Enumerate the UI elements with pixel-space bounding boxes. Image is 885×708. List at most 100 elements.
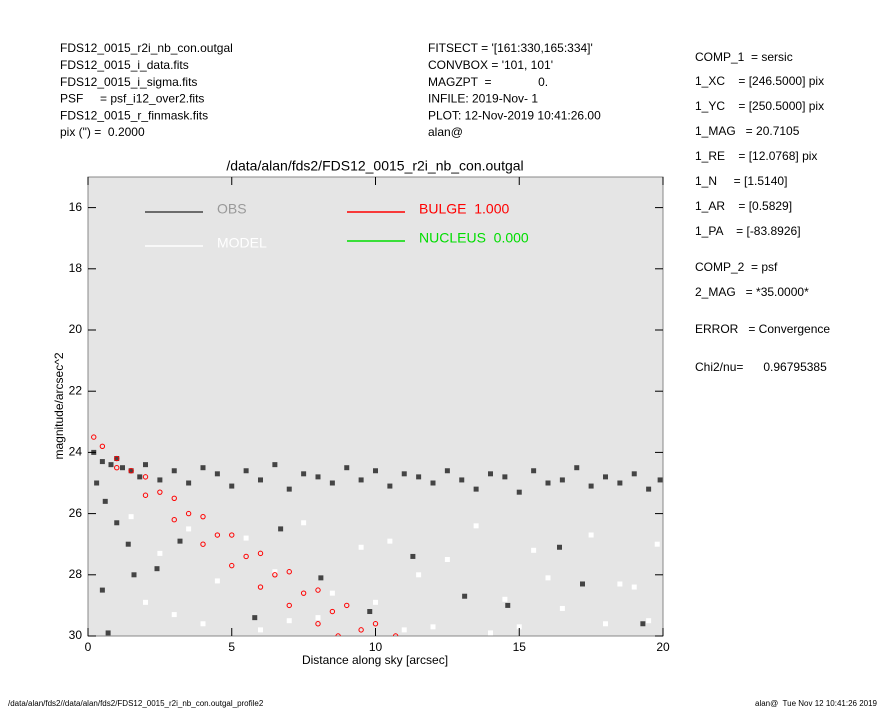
legend-label: OBS <box>217 201 247 217</box>
data-point <box>214 471 220 477</box>
y-tick-label: 20 <box>69 322 83 336</box>
data-point <box>301 520 307 526</box>
data-point <box>559 605 565 611</box>
data-point <box>545 480 551 486</box>
data-point <box>99 459 105 465</box>
data-point <box>444 468 450 474</box>
data-point <box>137 474 143 480</box>
data-point <box>557 544 562 550</box>
model-point <box>257 550 264 557</box>
data-point <box>631 471 637 477</box>
info-left: pix (") = 0.2000 <box>60 125 145 139</box>
info-right: COMP_2 = psf <box>695 260 778 274</box>
data-point <box>105 630 111 636</box>
data-point <box>358 544 364 550</box>
x-tick-label: 0 <box>85 640 92 654</box>
data-point <box>416 474 422 480</box>
data-point <box>131 572 137 578</box>
data-point <box>588 532 594 538</box>
data-point <box>214 578 220 584</box>
data-point <box>120 465 125 471</box>
model-point <box>171 495 177 501</box>
data-point <box>488 471 493 477</box>
y-axis-label: magnitude/arcsec^2 <box>52 352 66 459</box>
model-point <box>214 532 221 538</box>
data-point <box>315 615 321 621</box>
data-point <box>171 468 177 474</box>
data-point <box>186 480 192 486</box>
data-point <box>125 541 131 547</box>
data-point <box>430 480 436 486</box>
data-point <box>186 526 192 532</box>
x-tick-label: 10 <box>369 640 383 654</box>
model-point <box>128 468 134 474</box>
data-point <box>473 523 479 529</box>
data-point <box>315 474 321 480</box>
data-point <box>410 553 416 559</box>
data-point <box>387 538 393 544</box>
model-point <box>272 572 278 578</box>
model-point <box>300 590 307 596</box>
data-point <box>488 630 493 636</box>
y-tick-label: 16 <box>69 200 83 214</box>
data-point <box>344 465 350 471</box>
model-point <box>392 633 399 636</box>
data-point <box>229 483 235 489</box>
model-point <box>229 562 235 569</box>
model-point <box>329 608 336 615</box>
info-right: 1_N = [1.5140] <box>695 174 787 188</box>
data-point <box>258 627 263 633</box>
data-point <box>143 462 148 468</box>
model-point <box>142 492 149 498</box>
x-axis-label: Distance along sky [arcsec] <box>302 653 448 667</box>
info-left: FDS12_0015_r2i_nb_con.outgal <box>60 41 233 55</box>
info-middle: MAGZPT = 0. <box>428 75 548 89</box>
data-point <box>99 587 105 593</box>
data-point <box>157 477 163 483</box>
data-point <box>646 486 652 492</box>
info-right: Chi2/nu= 0.96795385 <box>695 360 827 374</box>
data-point <box>258 477 263 483</box>
data-point <box>430 624 436 630</box>
data-point <box>603 474 608 480</box>
data-point <box>444 557 450 562</box>
y-tick-label: 22 <box>69 383 83 397</box>
data-point <box>631 584 637 590</box>
data-point <box>657 477 663 483</box>
data-point <box>531 547 537 553</box>
data-point <box>545 575 551 581</box>
footer-stamp: alan@ Tue Nov 12 10:41:26 2019 <box>755 699 878 708</box>
info-right: ERROR = Convergence <box>695 322 830 336</box>
model-point <box>185 510 192 517</box>
model-point <box>229 532 235 538</box>
model-point <box>315 621 321 627</box>
data-point <box>459 477 465 483</box>
info-left: FDS12_0015_i_data.fits <box>60 58 189 72</box>
data-point <box>367 609 373 615</box>
data-point <box>505 602 511 608</box>
y-tick-label: 30 <box>69 628 83 642</box>
data-point <box>416 572 422 578</box>
data-point <box>243 535 249 541</box>
data-point <box>462 593 468 599</box>
data-point <box>200 465 206 471</box>
points <box>91 434 663 636</box>
data-point <box>617 581 623 587</box>
data-point <box>286 618 292 624</box>
legend-label: MODEL <box>217 235 267 251</box>
x-tick-label: 15 <box>513 640 527 654</box>
model-point <box>243 553 249 560</box>
info-right: COMP_1 = sersic <box>695 50 793 64</box>
data-point <box>114 520 120 526</box>
info-right: 1_PA = [-83.8926] <box>695 224 801 238</box>
data-point <box>654 541 660 547</box>
model-point <box>142 474 149 480</box>
data-point <box>108 462 114 468</box>
data-point <box>502 474 508 480</box>
info-left: FDS12_0015_i_sigma.fits <box>60 75 197 89</box>
plot-area <box>87 176 664 637</box>
data-point <box>617 480 623 486</box>
data-point <box>286 486 292 492</box>
